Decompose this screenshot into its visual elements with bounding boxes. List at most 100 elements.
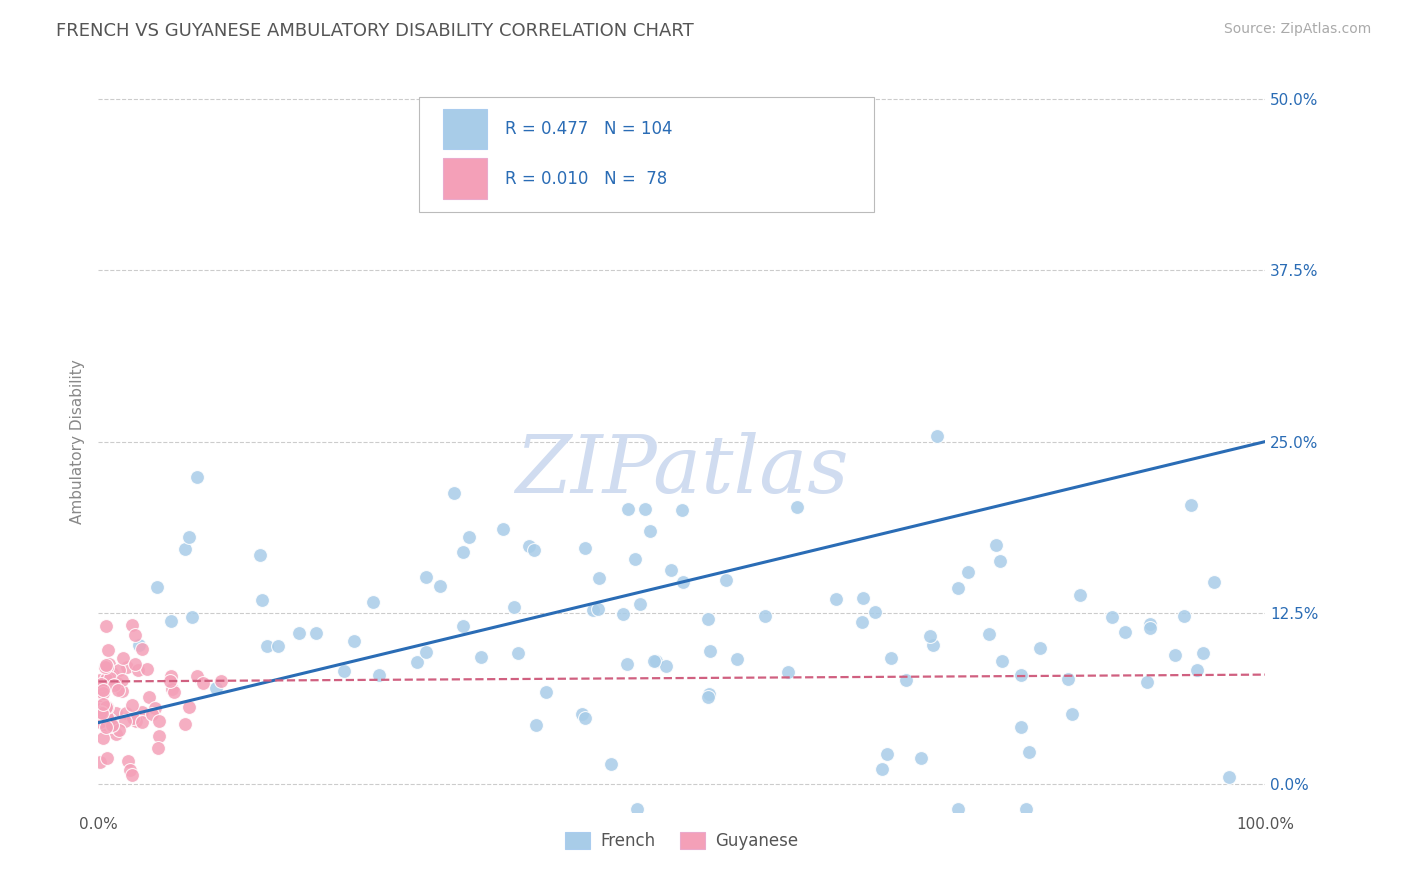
Point (638, 524, 661, 538)
Point (89, 714, 111, 729)
Point (89, 755, 111, 769)
Point (186, 669, 208, 683)
Point (754, 608, 776, 623)
Point (97, 657, 120, 671)
Point (141, 706, 163, 721)
Bar (443, 159, 486, 199)
Point (776, 665, 799, 679)
Point (626, 802, 648, 816)
Point (101, 719, 124, 733)
Point (91, 698, 114, 712)
Point (927, 429, 949, 443)
Point (406, 656, 429, 670)
Point (122, 711, 145, 725)
Point (415, 570, 437, 584)
Point (368, 668, 391, 682)
Point (880, 650, 903, 665)
Point (920, 629, 942, 643)
Point (1057, 672, 1080, 686)
Text: R = 0.477   N = 104: R = 0.477 N = 104 (505, 120, 672, 138)
Point (252, 592, 274, 607)
Point (209, 674, 232, 689)
Point (654, 659, 676, 673)
Point (534, 684, 557, 698)
Point (458, 530, 481, 544)
Point (125, 714, 148, 728)
Point (957, 566, 980, 580)
Point (429, 579, 451, 593)
Point (96, 700, 118, 714)
Point (143, 701, 166, 715)
Point (96, 720, 118, 734)
Point (725, 652, 748, 666)
Point (1180, 498, 1202, 512)
Point (111, 673, 134, 687)
Point (305, 626, 328, 640)
Point (333, 665, 356, 679)
Point (90, 677, 112, 691)
Point (870, 762, 893, 776)
Point (824, 592, 846, 607)
Point (131, 641, 153, 656)
Point (671, 503, 693, 517)
Point (672, 574, 695, 589)
Point (624, 552, 647, 566)
Point (616, 657, 638, 672)
Point (851, 615, 873, 629)
Point (91, 682, 114, 697)
Point (588, 571, 610, 585)
Point (492, 522, 515, 536)
Point (89, 695, 111, 709)
Point (249, 549, 271, 563)
Point (127, 663, 149, 677)
Point (1202, 574, 1225, 589)
Point (1010, 668, 1032, 682)
Point (148, 714, 170, 729)
Point (1014, 802, 1036, 816)
FancyBboxPatch shape (419, 97, 875, 212)
Point (946, 802, 969, 816)
Point (100, 669, 122, 683)
Point (174, 717, 197, 731)
Point (94, 672, 117, 686)
Point (193, 676, 215, 690)
Point (1114, 624, 1136, 639)
Point (634, 501, 657, 516)
Point (105, 726, 128, 740)
Point (96, 659, 118, 673)
Point (1191, 646, 1213, 660)
Point (697, 687, 720, 701)
Point (1218, 770, 1240, 784)
Point (98, 713, 121, 727)
Point (148, 729, 170, 743)
Point (582, 603, 605, 617)
Point (1139, 621, 1161, 635)
Point (121, 617, 143, 632)
Point (586, 602, 609, 616)
Point (343, 633, 366, 648)
Point (204, 681, 226, 695)
Point (574, 711, 596, 725)
Point (159, 674, 181, 689)
Point (131, 714, 153, 729)
Point (896, 673, 918, 687)
Point (256, 639, 278, 653)
Point (1139, 617, 1161, 632)
Point (121, 767, 143, 781)
Point (89, 702, 111, 716)
Point (160, 669, 183, 683)
Point (910, 751, 932, 765)
Point (100, 714, 122, 729)
Point (96, 699, 118, 714)
Point (93, 660, 115, 674)
Point (574, 541, 596, 556)
Point (160, 615, 183, 629)
Point (612, 607, 634, 621)
Point (110, 683, 132, 698)
Point (105, 706, 128, 720)
Point (91, 731, 114, 745)
Point (948, 581, 970, 595)
Point (186, 470, 208, 484)
Point (179, 699, 201, 714)
Point (1173, 608, 1195, 623)
